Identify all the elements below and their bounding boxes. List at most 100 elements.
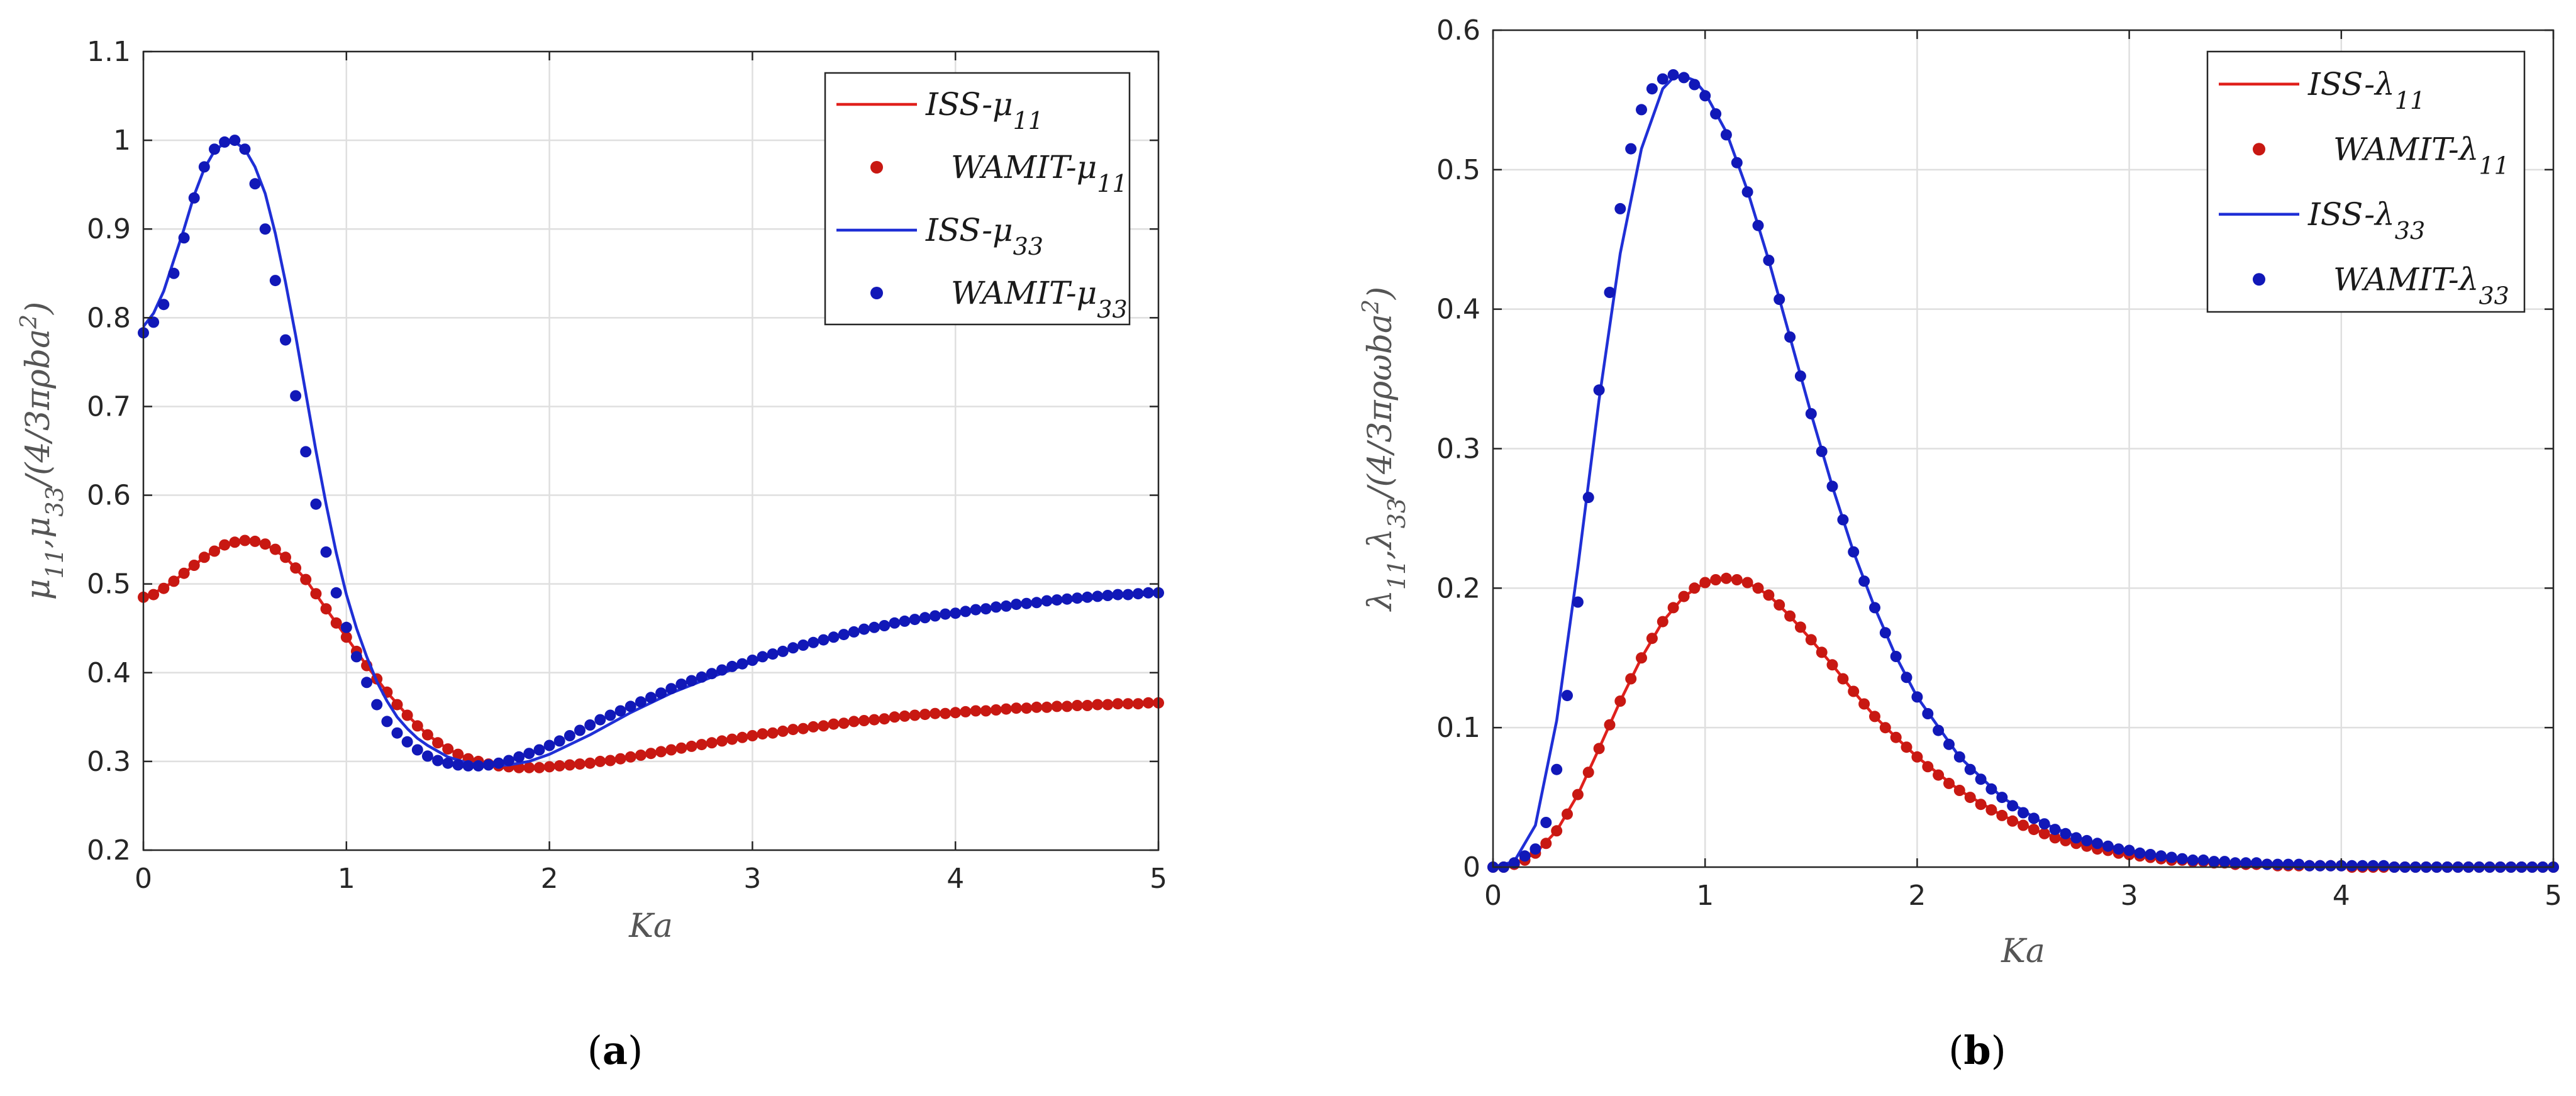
data-point xyxy=(148,589,160,601)
data-point xyxy=(361,677,373,689)
data-point xyxy=(1975,773,1987,785)
data-point xyxy=(249,535,261,547)
data-point xyxy=(1890,731,1902,743)
data-point xyxy=(1911,751,1923,763)
data-point xyxy=(1142,587,1154,599)
data-point xyxy=(655,746,667,758)
data-point xyxy=(1041,595,1053,607)
data-point xyxy=(1508,857,1520,869)
data-point xyxy=(1678,72,1690,84)
data-point xyxy=(1582,492,1594,504)
data-point xyxy=(1858,575,1870,587)
data-point xyxy=(2028,824,2040,836)
data-point xyxy=(2219,856,2231,868)
data-point xyxy=(716,664,728,676)
y-tick-label: 0.6 xyxy=(87,480,131,512)
data-point xyxy=(2038,828,2050,839)
data-point xyxy=(777,645,789,657)
data-point xyxy=(1731,157,1743,169)
data-point xyxy=(1752,582,1764,594)
data-point xyxy=(198,551,210,563)
data-point xyxy=(2240,857,2252,869)
data-point xyxy=(1041,701,1053,713)
data-point xyxy=(2060,828,2072,839)
data-point xyxy=(777,725,789,737)
data-point xyxy=(543,761,555,773)
data-point xyxy=(1879,722,1891,734)
y-axis-label: λ11,λ33/(4/3πρωba2) xyxy=(1358,287,1411,612)
data-point xyxy=(432,755,444,767)
y-tick-label: 0.9 xyxy=(87,213,131,245)
data-point xyxy=(665,683,677,695)
data-point xyxy=(767,727,779,739)
data-point xyxy=(1678,590,1690,602)
data-point xyxy=(148,316,160,328)
x-axis-label: Ka xyxy=(2001,933,2045,970)
data-point xyxy=(158,299,170,311)
y-tick-label: 0.2 xyxy=(87,834,131,866)
data-point xyxy=(2187,854,2199,866)
panel-caption: (a) xyxy=(587,1027,643,1073)
data-point xyxy=(2007,815,2019,827)
x-tick-label: 3 xyxy=(2121,880,2138,912)
data-point xyxy=(1933,724,1945,736)
data-point xyxy=(2112,843,2124,855)
data-point xyxy=(675,678,687,690)
data-point xyxy=(1082,700,1093,711)
data-point xyxy=(1082,591,1093,603)
data-point xyxy=(929,610,941,622)
data-point xyxy=(239,534,251,546)
data-point xyxy=(2007,800,2019,812)
data-point xyxy=(1774,294,1785,306)
data-point xyxy=(1869,711,1880,722)
data-point xyxy=(2070,832,2082,844)
data-point xyxy=(1996,809,2008,821)
data-point xyxy=(2293,858,2305,870)
data-point xyxy=(2367,860,2379,872)
data-point xyxy=(716,735,728,747)
data-point xyxy=(879,713,891,725)
data-point xyxy=(1604,719,1616,731)
data-point xyxy=(1572,596,1584,608)
data-point xyxy=(2229,857,2241,869)
data-point xyxy=(909,614,921,626)
data-point xyxy=(1625,143,1637,155)
data-point xyxy=(1122,589,1134,601)
data-point xyxy=(2357,860,2368,872)
data-point xyxy=(1061,700,1073,712)
legend-marker-swatch xyxy=(2253,143,2265,156)
y-tick-label: 0.6 xyxy=(1436,14,1480,47)
data-point xyxy=(1901,672,1913,684)
data-point xyxy=(736,731,748,743)
x-tick-label: 1 xyxy=(1696,880,1714,912)
panel-caption: (b) xyxy=(1948,1027,2006,1073)
data-point xyxy=(1011,702,1022,714)
data-point xyxy=(858,715,870,726)
data-point xyxy=(848,626,860,638)
data-point xyxy=(950,707,962,719)
data-point xyxy=(259,538,271,550)
data-point xyxy=(899,710,911,722)
data-point xyxy=(1551,763,1563,775)
y-tick-label: 0.1 xyxy=(1436,712,1480,744)
legend-label: ISS-λ33 xyxy=(2307,196,2425,245)
data-point xyxy=(269,543,281,555)
data-point xyxy=(635,750,647,761)
data-point xyxy=(1741,577,1753,589)
data-point xyxy=(1000,600,1012,612)
data-point xyxy=(432,737,444,749)
x-tick-label: 0 xyxy=(135,863,152,895)
data-point xyxy=(726,733,738,745)
data-point xyxy=(2028,812,2040,824)
data-point xyxy=(401,709,413,721)
data-point xyxy=(1051,700,1063,712)
x-tick-label: 2 xyxy=(1908,880,1926,912)
data-point xyxy=(1816,646,1828,658)
data-point xyxy=(472,760,484,772)
data-point xyxy=(1869,602,1880,614)
legend-label: WAMIT-μ33 xyxy=(951,275,1128,323)
data-point xyxy=(2102,840,2114,852)
data-point xyxy=(1689,79,1701,91)
data-point xyxy=(350,651,362,663)
y-tick-label: 0.7 xyxy=(87,390,131,423)
